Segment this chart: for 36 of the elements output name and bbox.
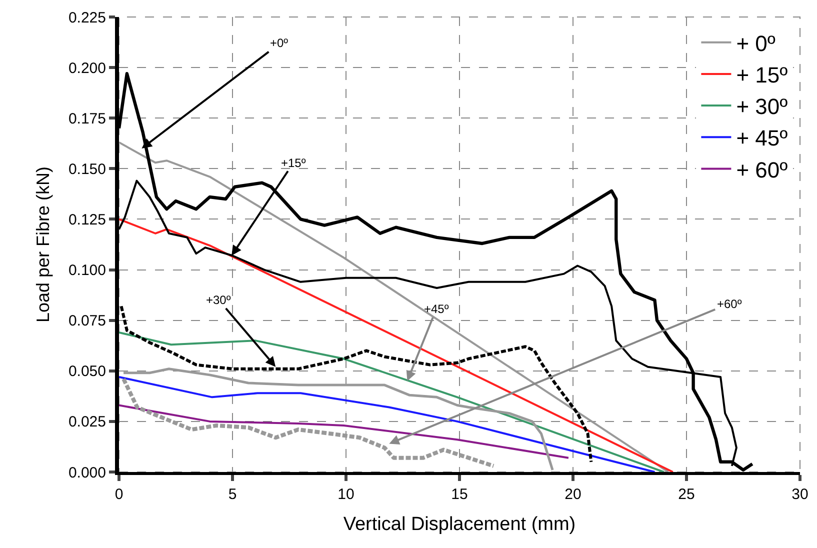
legend-label: + 60º [736, 157, 788, 182]
legend-label: + 0º [736, 30, 776, 56]
x-axis-title: Vertical Displacement (mm) [343, 514, 576, 535]
x-tick-label: 15 [451, 486, 468, 503]
y-tick-label: 0.200 [68, 60, 106, 77]
y-tick-label: 0.025 [68, 414, 106, 431]
y-tick-label: 0.100 [68, 262, 106, 280]
y-tick-label: 0.075 [68, 312, 106, 330]
y-tick-label: 0.225 [68, 9, 106, 26]
legend-label: + 45º [736, 126, 788, 151]
line-series [119, 218, 674, 472]
line-series [122, 376, 496, 468]
annotation: +60º [717, 297, 742, 311]
x-tick-label: 20 [564, 486, 582, 503]
annotation: +45º [424, 302, 450, 316]
y-tick-label: 0.175 [68, 110, 106, 128]
legend-label: + 30º [736, 94, 788, 120]
line-series [119, 331, 665, 472]
y-tick-label: 0.000 [68, 464, 106, 482]
x-tick-label: 0 [114, 486, 124, 503]
x-tick-label: 30 [792, 486, 808, 503]
line-series [119, 376, 656, 472]
x-tick-label: 10 [338, 486, 354, 503]
y-tick-label: 0.125 [68, 211, 106, 228]
y-tick-label: 0.050 [68, 363, 106, 380]
annotation: +15º [281, 156, 306, 170]
line-series [119, 141, 670, 472]
y-axis-title: Load per Fibre (kN) [33, 166, 54, 323]
legend-label: + 15º [736, 62, 788, 88]
annotation: +30º [206, 293, 232, 307]
line-series [119, 404, 570, 459]
y-tick-label: 0.150 [68, 160, 106, 178]
line-series [122, 368, 554, 472]
x-tick-label: 5 [228, 486, 237, 503]
x-tick-label: 25 [678, 486, 695, 503]
annotation: +0º [270, 36, 289, 50]
